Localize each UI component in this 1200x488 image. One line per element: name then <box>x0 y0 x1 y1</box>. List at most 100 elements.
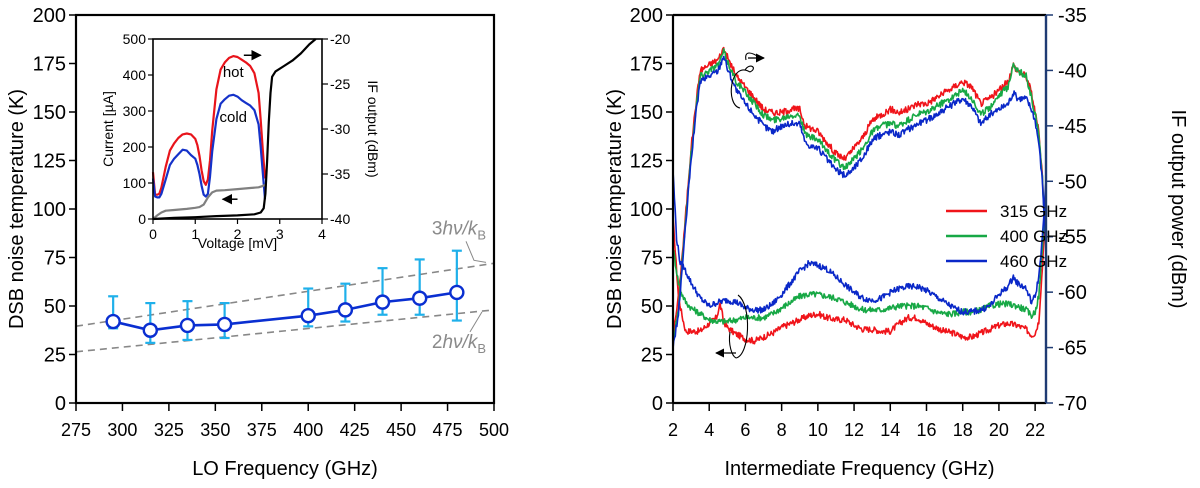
inset-y2-tick-label: -30 <box>330 121 350 137</box>
y2-axis-label: IF output power (dBm) <box>1167 110 1189 309</box>
inset-y-tick-label: 400 <box>123 67 147 83</box>
y-tick-label: 125 <box>630 151 663 173</box>
inset-y-axis-label: Current [µA] <box>100 91 116 167</box>
if-power-460-ghz <box>672 55 1047 350</box>
if-power-400-ghz <box>672 48 1047 342</box>
data-point <box>449 284 465 301</box>
y-tick-label: 50 <box>44 296 66 318</box>
x-tick-label: 16 <box>916 420 936 440</box>
axis-indicator-arrows <box>715 52 765 359</box>
y-axis-label: DSB noise temperature (K) <box>604 89 626 329</box>
x-tick-label: 8 <box>777 420 787 440</box>
x-tick-label: 4 <box>704 420 714 440</box>
reference-line-3hv-kb <box>75 262 495 327</box>
noise-temperature-line <box>112 291 458 332</box>
y-tick-label: 0 <box>652 393 663 415</box>
data-points <box>105 284 465 338</box>
y2-tick-label: -35 <box>1058 5 1087 27</box>
curved-arrow-left-axis <box>728 294 749 359</box>
y-axis-ticks: 0 25 50 75 100 125 150 175 200 <box>33 5 76 415</box>
y-tick-label: 175 <box>33 54 66 76</box>
y2-tick-label: -55 <box>1058 227 1087 249</box>
data-point <box>142 322 159 338</box>
legend-label: 460 GHz <box>1000 252 1067 271</box>
if-power-315-ghz <box>672 46 1047 338</box>
x-axis-label: LO Frequency (GHz) <box>192 458 378 480</box>
y-tick-label: 200 <box>630 5 663 27</box>
data-point <box>105 313 121 330</box>
x-tick-label: 300 <box>107 420 137 440</box>
inset-curve-iv-unpumped <box>152 38 317 221</box>
x-tick-label: 18 <box>953 420 973 440</box>
reference-leader <box>469 311 483 333</box>
inset-annotations: hot cold <box>220 49 262 205</box>
inset-y2-tick-label: -35 <box>330 166 350 182</box>
data-point <box>374 294 391 310</box>
inset-y2-ticks: -40 -35 -30 -25 -20 <box>322 31 350 227</box>
legend-label: 400 GHz <box>1000 227 1067 246</box>
x-tick-label: 400 <box>293 420 323 440</box>
x-tick-label: 375 <box>247 420 277 440</box>
right-chart: 2 4 6 8 10 12 14 16 18 20 22 0 25 50 75 100 125 150 175 20… <box>604 5 1189 480</box>
inset-x-ticks: 0 1 2 3 4 <box>149 219 326 242</box>
data-point <box>300 308 316 324</box>
label-subscript: B <box>477 227 486 242</box>
inset-x-tick-label: 3 <box>276 226 284 242</box>
noise-temperature-460-ghz <box>672 171 1047 316</box>
y-tick-label: 150 <box>630 102 663 124</box>
reference-line-2hv-kb <box>75 309 495 353</box>
inset-y2-tick-label: -25 <box>330 76 350 92</box>
y2-tick-label: -50 <box>1058 171 1087 193</box>
x-tick-label: 325 <box>154 420 184 440</box>
x-tick-label: 350 <box>200 420 230 440</box>
y2-tick-label: -70 <box>1058 393 1087 415</box>
data-point <box>179 317 196 334</box>
y-tick-label: 175 <box>630 54 663 76</box>
reference-line-label: 2hν/kB <box>432 332 486 356</box>
x-tick-label: 22 <box>1025 420 1045 440</box>
inset-y-tick-label: 0 <box>138 211 146 227</box>
x-tick-label: 14 <box>880 420 900 440</box>
x-tick-label: 12 <box>844 420 864 440</box>
y-tick-label: 75 <box>44 248 66 270</box>
inset-y-tick-label: 500 <box>123 31 147 47</box>
y-tick-label: 100 <box>630 199 663 221</box>
y-axis-ticks: 0 25 50 75 100 125 150 175 200 <box>630 5 673 415</box>
inset-y-tick-label: 200 <box>123 139 147 155</box>
legend-label: 315 GHz <box>1000 202 1067 221</box>
x-tick-label: 2 <box>668 420 678 440</box>
left-chart: 275 300 325 350 375 400 425 450 475 500 025507510… <box>6 5 509 480</box>
series-line <box>112 291 458 332</box>
reference-lines <box>75 262 495 353</box>
legend: 315 GHz 400 GHz 460 GHz <box>946 202 1067 271</box>
label-italic: hν/k <box>442 218 478 239</box>
inset-y-tick-label: 100 <box>123 175 147 191</box>
y-tick-label: 0 <box>55 393 66 415</box>
x-tick-label: 10 <box>808 420 828 440</box>
x-axis-label: Intermediate Frequency (GHz) <box>724 458 994 480</box>
y-tick-label: 200 <box>33 5 66 27</box>
x-tick-label: 20 <box>989 420 1009 440</box>
inset-y-ticks: 0 100 200 300 400 500 <box>123 31 153 227</box>
inset-curve-cold <box>151 93 267 200</box>
y2-tick-label: -45 <box>1058 116 1087 138</box>
x-tick-label: 450 <box>386 420 416 440</box>
inset-x-axis-label: Voltage [mV] <box>198 235 277 251</box>
inset-chart: 0 1 2 3 4 0 100 200 300 400 500 -40 -35 -30 -25 -20 V… <box>95 28 385 253</box>
y2-tick-label: -60 <box>1058 282 1087 304</box>
y-tick-label: 25 <box>44 345 66 367</box>
x-axis-ticks: 2 4 6 8 10 12 14 16 18 20 22 <box>668 403 1045 440</box>
reference-line-label: 3hν/kB <box>432 218 486 242</box>
data-point <box>337 302 354 318</box>
inset-x-tick-label: 4 <box>318 226 326 242</box>
y-tick-label: 125 <box>33 151 66 173</box>
series-lines <box>672 46 1047 350</box>
inset-annotation-hot: hot <box>223 64 245 81</box>
inset-y-tick-label: 300 <box>123 103 147 119</box>
x-axis-ticks: 275 300 325 350 375 400 425 450 475 500 <box>61 403 509 440</box>
inset-annotation-cold: cold <box>220 109 248 126</box>
x-tick-label: 500 <box>479 420 509 440</box>
y-tick-label: 150 <box>33 102 66 124</box>
y2-tick-label: -40 <box>1058 60 1087 82</box>
